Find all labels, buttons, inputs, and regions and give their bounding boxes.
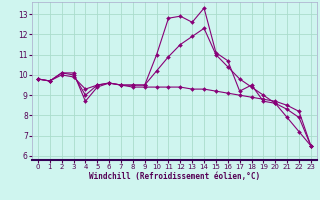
X-axis label: Windchill (Refroidissement éolien,°C): Windchill (Refroidissement éolien,°C) [89,172,260,181]
